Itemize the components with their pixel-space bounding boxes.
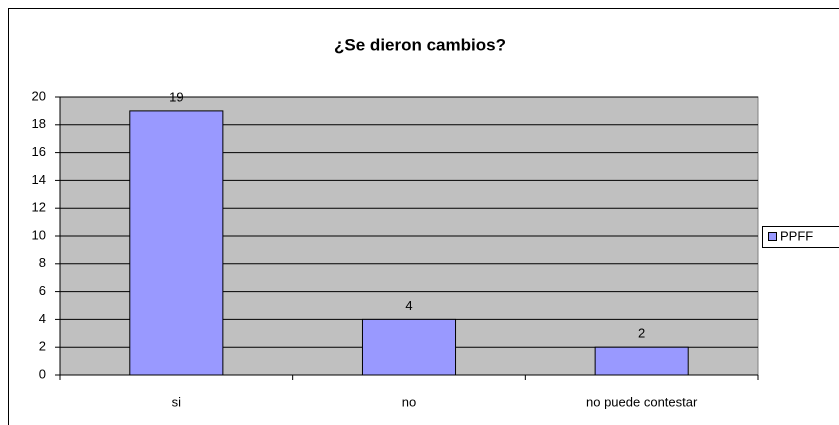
value-label: 2 [638, 326, 645, 341]
y-tick-label: 12 [32, 200, 46, 215]
bar [594, 346, 689, 376]
value-label: 4 [405, 298, 412, 313]
y-tick-label: 10 [32, 227, 46, 242]
x-tick-label: si [172, 394, 182, 409]
y-tick-label: 0 [39, 366, 46, 381]
y-tick-label: 18 [32, 116, 46, 131]
y-tick-label: 6 [39, 283, 46, 298]
y-tick-label: 4 [39, 311, 46, 326]
chart-title: ¿Se dieron cambios? [334, 35, 506, 54]
legend-swatch [768, 232, 777, 241]
x-tick-label: no [402, 394, 416, 409]
x-tick-label: no puede contestar [586, 394, 698, 409]
bar [129, 110, 224, 376]
bar [361, 318, 457, 376]
value-label: 19 [169, 89, 183, 104]
y-tick-label: 20 [32, 88, 46, 103]
y-tick-label: 16 [32, 144, 46, 159]
y-tick-label: 14 [32, 172, 46, 187]
y-tick-label: 2 [39, 339, 46, 354]
legend-label: PPFF [780, 228, 813, 243]
y-tick-label: 8 [39, 255, 46, 270]
legend-box [762, 226, 839, 248]
